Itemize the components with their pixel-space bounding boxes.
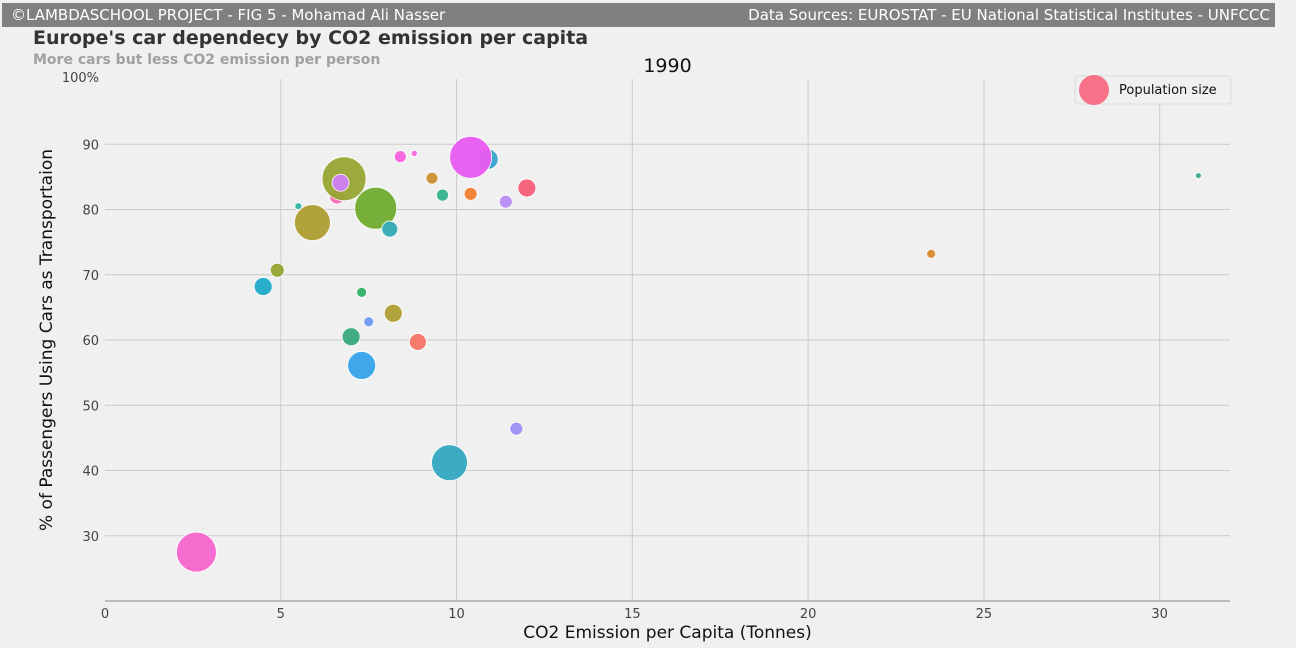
y-tick-label: 70 [82, 269, 99, 284]
data-bubble [425, 171, 439, 185]
x-tick-label: 5 [277, 607, 285, 622]
data-bubble [383, 303, 403, 323]
y-tick-label: 90 [82, 138, 99, 153]
year-label: 1990 [643, 55, 691, 77]
data-bubble [410, 149, 418, 157]
legend-label: Population size [1119, 83, 1217, 98]
data-bubble [269, 262, 285, 278]
x-tick-label: 0 [101, 607, 109, 622]
data-bubble [431, 444, 468, 482]
data-bubble [463, 186, 478, 201]
x-axis-label: CO2 Emission per Capita (Tonnes) [523, 623, 811, 643]
data-bubble [341, 327, 361, 347]
data-bubble [381, 220, 399, 238]
data-bubble [517, 178, 537, 198]
data-bubble [436, 188, 449, 202]
y-tick-label: 50 [82, 399, 99, 414]
x-tick-label: 15 [624, 607, 641, 622]
x-tick-label: 25 [976, 607, 993, 622]
y-tick-label: 80 [82, 204, 99, 219]
data-bubble [354, 186, 398, 230]
x-tick-label: 10 [448, 607, 465, 622]
data-bubble [408, 333, 427, 351]
data-bubble [498, 194, 513, 209]
legend-marker [1079, 75, 1109, 105]
x-tick-label: 20 [800, 607, 817, 622]
data-bubble [926, 248, 937, 259]
data-bubble [449, 135, 493, 179]
data-bubble [331, 173, 350, 192]
y-tick-label: 60 [82, 334, 99, 349]
data-bubble [363, 316, 375, 328]
sources-text: Data Sources: EUROSTAT - EU National Sta… [748, 6, 1270, 24]
data-bubble [1194, 172, 1202, 179]
chart-title: Europe's car dependecy by CO2 emission p… [33, 27, 589, 49]
data-bubble [356, 286, 368, 298]
credit-text: ©LAMBDASCHOOL PROJECT - FIG 5 - Mohamad … [11, 6, 446, 24]
data-bubble [253, 277, 273, 296]
y-axis-label: % of Passengers Using Cars as Transporta… [37, 149, 57, 531]
source-banner: ©LAMBDASCHOOL PROJECT - FIG 5 - Mohamad … [2, 3, 1275, 27]
data-bubble [509, 421, 524, 436]
data-bubble [176, 531, 217, 573]
y-tick-label: 30 [82, 530, 99, 545]
chart-subtitle: More cars but less CO2 emission per pers… [33, 52, 381, 68]
data-bubble [294, 202, 303, 211]
data-bubble [393, 150, 407, 164]
y-tick-label: 40 [82, 465, 99, 480]
x-tick-label: 30 [1151, 607, 1168, 622]
legend-box [1074, 75, 1232, 105]
data-bubble [347, 351, 377, 380]
y-tick-label-top: 100% [62, 71, 99, 86]
data-bubble [294, 204, 331, 241]
